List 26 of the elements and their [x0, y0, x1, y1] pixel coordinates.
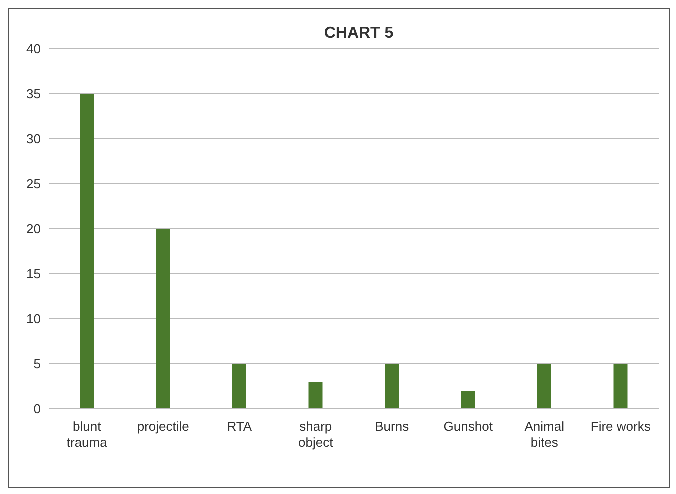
x-tick-label: sharp object [298, 419, 334, 450]
x-tick-label: Burns [375, 419, 410, 434]
y-tick-label: 30 [26, 132, 41, 147]
x-tick-label: Animal bites [524, 419, 565, 450]
bar [308, 382, 323, 409]
y-tick-label: 0 [34, 402, 41, 417]
x-tick-label: RTA [227, 419, 252, 434]
bar [232, 364, 246, 409]
y-tick-label: 5 [34, 356, 41, 372]
bar [461, 391, 476, 409]
y-tick-label: 15 [26, 266, 41, 282]
x-tick-label: blunt trauma [66, 419, 108, 450]
bar [538, 364, 552, 409]
y-tick-label: 35 [26, 86, 41, 102]
bar [80, 94, 94, 409]
y-tick-label: 40 [26, 42, 41, 57]
y-tick-label: 10 [26, 312, 41, 327]
bar [614, 364, 628, 409]
x-tick-label: Fire works [590, 419, 652, 434]
bar [385, 364, 399, 409]
x-tick-label: projectile [137, 419, 190, 434]
bar [156, 229, 170, 409]
chart-title: CHART 5 [323, 25, 395, 43]
y-tick-label: 25 [26, 176, 41, 192]
x-tick-label: Gunshot [444, 419, 494, 434]
y-tick-label: 20 [26, 222, 41, 237]
